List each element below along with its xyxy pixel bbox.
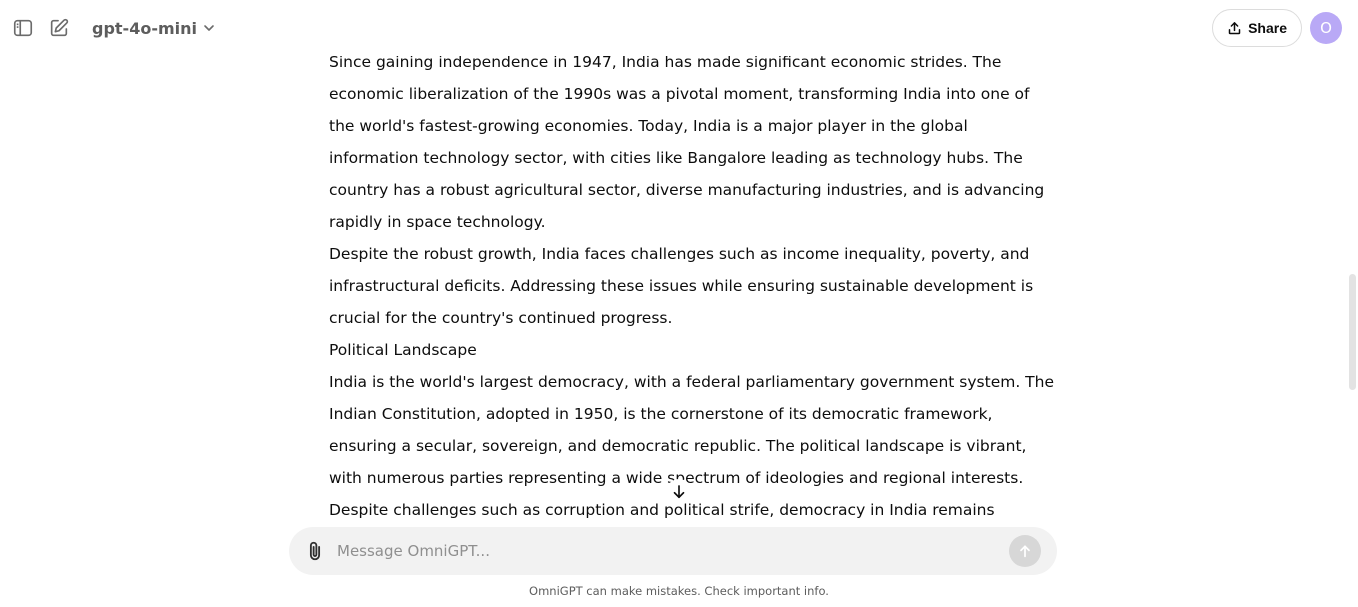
new-chat-icon [50,18,69,37]
sidebar-toggle-button[interactable] [6,11,40,45]
content-fade [0,522,1340,528]
header-left: gpt-4o-mini [6,11,221,45]
scrollbar[interactable] [1346,56,1358,556]
send-button[interactable] [1009,535,1041,567]
scrollbar-thumb[interactable] [1349,274,1356,390]
avatar-initial: O [1320,19,1332,37]
upload-icon [1228,21,1241,34]
message-paragraph: Despite the robust growth, India faces c… [329,245,1034,327]
chevron-down-icon [204,25,214,31]
section-heading: Political Landscape [329,341,477,359]
disclaimer: OmniGPT can make mistakes. Check importa… [529,584,829,598]
assistant-message: Since gaining independence in 1947, Indi… [329,46,1059,558]
model-selector[interactable]: gpt-4o-mini [88,13,221,44]
scroll-to-bottom-button[interactable] [666,479,692,505]
arrow-up-icon [1020,545,1030,558]
model-name: gpt-4o-mini [92,18,197,38]
avatar[interactable]: O [1310,12,1342,44]
attach-button[interactable] [303,539,327,563]
new-chat-button[interactable] [42,11,76,45]
arrow-down-icon [673,485,685,499]
message-input[interactable] [337,542,1009,560]
paperclip-icon [309,541,321,561]
header-right: Share O [1212,9,1342,47]
message-paragraph: Since gaining independence in 1947, Indi… [329,53,1045,231]
top-bar: gpt-4o-mini Share O [0,0,1358,56]
share-button[interactable]: Share [1212,9,1302,47]
message-composer [289,527,1057,575]
share-label: Share [1248,20,1287,36]
sidebar-toggle-icon [13,19,33,37]
